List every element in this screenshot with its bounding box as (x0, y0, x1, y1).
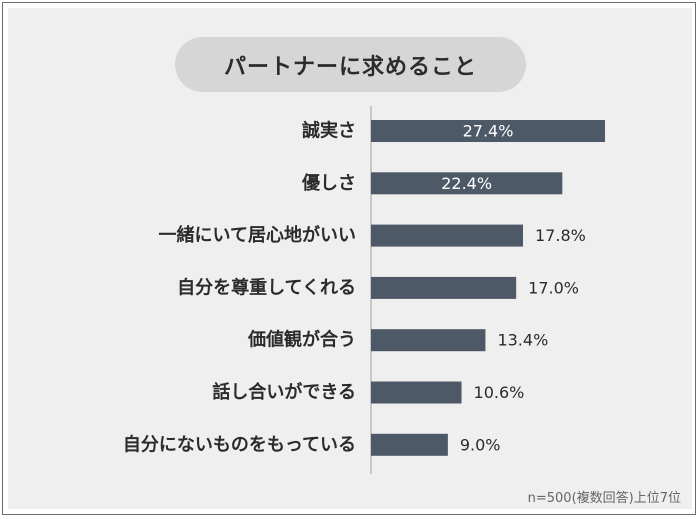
category-label: 誠実さ (302, 120, 356, 142)
value-label: 22.4% (441, 174, 492, 193)
chart-title: パートナーに求めること (175, 37, 526, 92)
category-label: 価値観が合う (247, 329, 356, 351)
value-label: 27.4% (463, 122, 514, 141)
category-label: 話し合いができる (212, 381, 356, 403)
value-label: 13.4% (497, 331, 548, 350)
category-label: 一緒にいて居心地がいい (159, 224, 356, 246)
bar (371, 172, 563, 195)
value-label: 17.0% (528, 278, 579, 297)
category-label: 自分にないものをもっている (123, 433, 356, 455)
bar (371, 120, 605, 142)
bar (371, 224, 524, 247)
category-label: 自分を尊重してくれる (177, 276, 356, 298)
bar (371, 433, 448, 456)
category-label: 優しさ (301, 172, 356, 194)
sample-note: n=500(複数回答)上位7位 (527, 491, 681, 506)
value-label: 10.6% (474, 383, 525, 402)
bar (371, 381, 462, 404)
value-label: 9.0% (460, 435, 501, 454)
value-label: 17.8% (535, 226, 586, 245)
bar (371, 329, 486, 352)
bar (371, 276, 517, 299)
bars-group: 誠実さ 27.4% 優しさ 22.4% 一緒にいて居心地がいい 17.8% 自分を尊重してく… (123, 120, 605, 456)
